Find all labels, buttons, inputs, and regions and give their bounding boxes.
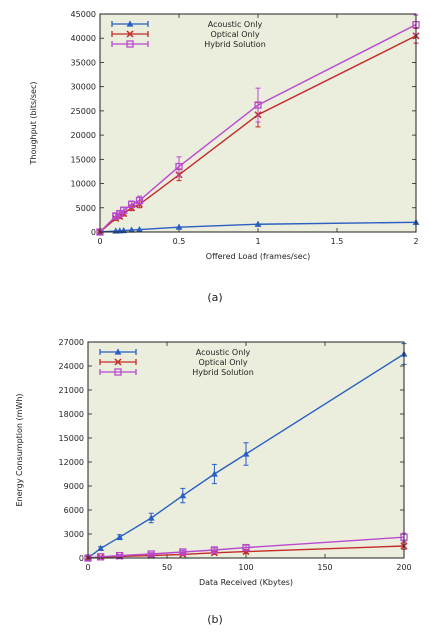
legend-marker xyxy=(114,368,122,376)
data-point xyxy=(242,450,250,457)
y-tick-label: 20000 xyxy=(71,131,96,140)
y-tick-label: 12000 xyxy=(59,458,84,467)
data-point xyxy=(254,101,262,109)
data-point xyxy=(179,548,187,556)
data-point xyxy=(127,200,136,209)
series-hybrid-solution xyxy=(84,532,408,562)
legend-label: Acoustic Only xyxy=(208,20,263,29)
x-axis-label: Data Received (Kbytes) xyxy=(199,578,293,587)
legend-label: Optical Only xyxy=(210,30,259,39)
y-tick-label: 15000 xyxy=(59,434,84,443)
y-tick-label: 10000 xyxy=(71,180,96,189)
x-tick-label: 50 xyxy=(162,563,172,572)
error-bar xyxy=(117,554,123,557)
legend-marker xyxy=(126,30,134,38)
data-point xyxy=(179,492,187,499)
x-tick-label: 2 xyxy=(413,237,418,246)
error-bar xyxy=(180,549,186,555)
data-point xyxy=(147,550,155,558)
y-tick-label: 0 xyxy=(79,554,84,563)
data-point xyxy=(128,226,135,233)
y-axis-label: Thoughput (bits/sec) xyxy=(29,82,38,166)
x-tick-label: 0 xyxy=(97,237,102,246)
legend-marker xyxy=(114,358,122,366)
legend-marker xyxy=(126,20,134,27)
x-tick-label: 100 xyxy=(238,563,253,572)
data-point xyxy=(120,206,128,214)
legend-label: Hybrid Solution xyxy=(192,368,254,377)
chart-throughput: 0 5000 10000 15000 20000 25000 30000 35000 40000… xyxy=(29,10,420,261)
legend-swatch xyxy=(111,41,149,47)
series-acoustic-only xyxy=(84,343,408,561)
error-bar xyxy=(211,547,217,553)
plot-frame xyxy=(99,13,417,233)
data-point xyxy=(175,223,183,230)
legend-marker xyxy=(126,40,134,48)
error-bar xyxy=(255,87,261,123)
y-tick-label: 6000 xyxy=(64,506,84,515)
legend-swatch xyxy=(99,369,137,375)
error-bar xyxy=(98,555,104,558)
legend-label: Optical Only xyxy=(198,358,247,367)
data-point xyxy=(147,514,155,521)
legend-label: Acoustic Only xyxy=(196,348,251,357)
legend-label: Hybrid Solution xyxy=(204,40,266,49)
data-point xyxy=(254,220,262,227)
chart-energy: 0 3000 6000 9000 12000 15000 18000 21000 24000 27… xyxy=(15,338,412,587)
caption-b: (b) xyxy=(207,613,223,626)
y-tick-label: 24000 xyxy=(59,362,84,371)
y-tick-label: 40000 xyxy=(71,34,96,43)
y-tick-label: 15000 xyxy=(71,155,96,164)
data-point xyxy=(242,543,250,552)
error-bar xyxy=(176,156,182,177)
y-axis-label: Energy Consumption (mWh) xyxy=(15,393,24,506)
y-tick-label: 0 xyxy=(91,228,96,237)
data-point xyxy=(135,196,144,205)
x-tick-label: 1 xyxy=(255,237,260,246)
y-tick-label: 5000 xyxy=(76,204,96,213)
x-tick-label: 150 xyxy=(317,563,332,572)
x-axis-label: Offered Load (frames/sec) xyxy=(206,252,310,261)
y-tick-label: 25000 xyxy=(71,107,96,116)
y-tick-label: 35000 xyxy=(71,58,96,67)
x-tick-label: 200 xyxy=(396,563,411,572)
x-tick-label: 0.5 xyxy=(173,237,186,246)
caption-a: (a) xyxy=(207,291,223,304)
plot-frame xyxy=(87,341,405,559)
data-point xyxy=(136,225,143,233)
y-tick-label: 21000 xyxy=(59,386,84,395)
y-tick-label: 27000 xyxy=(59,338,84,347)
x-tick-label: 1.5 xyxy=(331,237,344,246)
legend-marker xyxy=(114,348,122,355)
data-point xyxy=(116,533,123,540)
y-tick-label: 3000 xyxy=(64,530,84,539)
data-point xyxy=(211,470,218,477)
data-point xyxy=(97,544,105,551)
y-tick-label: 9000 xyxy=(64,482,84,491)
error-bar xyxy=(148,552,154,556)
data-point xyxy=(175,162,183,171)
series-line xyxy=(87,353,405,559)
y-tick-label: 30000 xyxy=(71,83,96,92)
data-point xyxy=(96,553,105,561)
x-tick-label: 0 xyxy=(85,563,90,572)
data-point xyxy=(115,551,124,560)
data-point xyxy=(210,546,219,554)
y-tick-label: 45000 xyxy=(71,10,96,19)
y-tick-label: 18000 xyxy=(59,410,84,419)
